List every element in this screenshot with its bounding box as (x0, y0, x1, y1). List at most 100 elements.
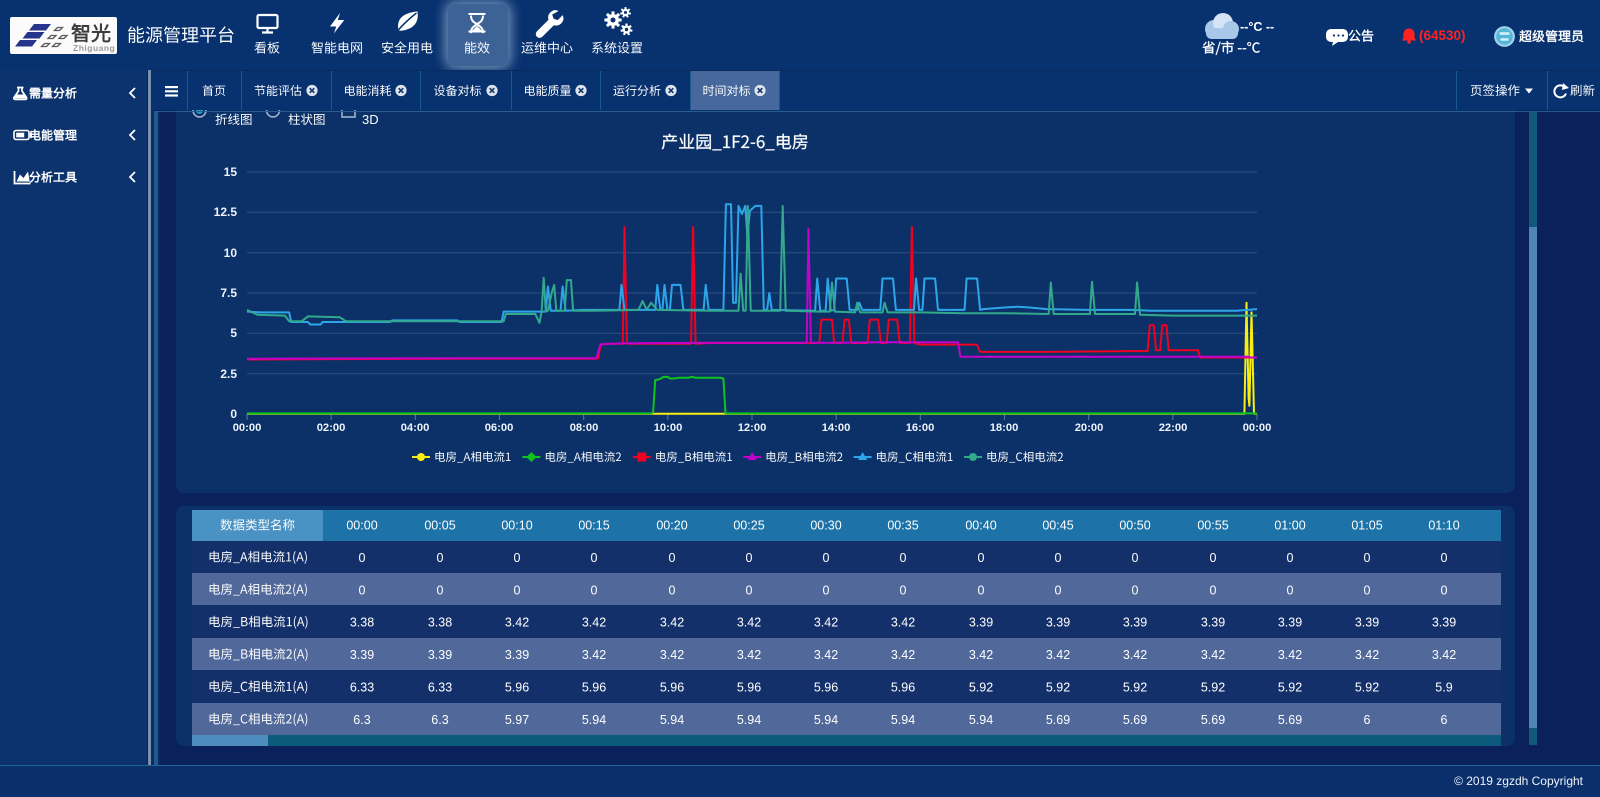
svg-text:10: 10 (224, 246, 238, 260)
svg-text:0: 0 (1132, 551, 1139, 565)
svg-text:0: 0 (823, 551, 830, 565)
svg-text:5: 5 (230, 326, 237, 340)
svg-text:3.42: 3.42 (582, 648, 606, 662)
svg-text:18:00: 18:00 (990, 422, 1019, 434)
svg-text:0: 0 (514, 583, 521, 597)
svg-text:3.39: 3.39 (1355, 616, 1379, 630)
svg-text:5.96: 5.96 (582, 681, 606, 695)
svg-text:6.3: 6.3 (353, 713, 370, 727)
svg-text:0: 0 (1210, 583, 1217, 597)
svg-text:0: 0 (591, 551, 598, 565)
svg-text:0: 0 (1132, 583, 1139, 597)
svg-text:0: 0 (1364, 551, 1371, 565)
svg-text:5.92: 5.92 (1123, 681, 1147, 695)
svg-text:5.94: 5.94 (737, 713, 761, 727)
svg-text:3.42: 3.42 (737, 616, 761, 630)
svg-text:0: 0 (359, 583, 366, 597)
svg-text:5.92: 5.92 (969, 681, 993, 695)
svg-text:5.69: 5.69 (1046, 713, 1070, 727)
svg-text:3.42: 3.42 (660, 648, 684, 662)
svg-text:3.42: 3.42 (891, 648, 915, 662)
svg-text:0: 0 (1441, 583, 1448, 597)
svg-text:3.42: 3.42 (1201, 648, 1225, 662)
svg-text:5.96: 5.96 (660, 681, 684, 695)
svg-text:5.94: 5.94 (891, 713, 915, 727)
svg-text:04:00: 04:00 (401, 422, 430, 434)
svg-text:00:35: 00:35 (887, 519, 918, 533)
svg-text:3.39: 3.39 (1278, 616, 1302, 630)
svg-text:3.39: 3.39 (428, 648, 452, 662)
svg-text:2.5: 2.5 (220, 367, 237, 381)
svg-text:0: 0 (514, 551, 521, 565)
svg-text:12:00: 12:00 (738, 422, 767, 434)
svg-text:00:00: 00:00 (233, 422, 262, 434)
svg-text:3.42: 3.42 (891, 616, 915, 630)
svg-text:3.39: 3.39 (969, 616, 993, 630)
svg-text:0: 0 (1055, 583, 1062, 597)
svg-text:3.39: 3.39 (1123, 616, 1147, 630)
svg-text:3.39: 3.39 (1201, 616, 1225, 630)
svg-text:00:30: 00:30 (810, 519, 841, 533)
svg-text:3.38: 3.38 (350, 616, 374, 630)
svg-text:5.92: 5.92 (1046, 681, 1070, 695)
svg-text:5.94: 5.94 (582, 713, 606, 727)
svg-text:3.42: 3.42 (660, 616, 684, 630)
svg-text:14:00: 14:00 (822, 422, 851, 434)
svg-text:3.39: 3.39 (505, 648, 529, 662)
svg-text:5.69: 5.69 (1123, 713, 1147, 727)
svg-text:5.92: 5.92 (1201, 681, 1225, 695)
svg-text:0: 0 (1210, 551, 1217, 565)
svg-text:3D: 3D (362, 112, 379, 127)
svg-text:3.38: 3.38 (428, 616, 452, 630)
svg-text:3.39: 3.39 (1046, 616, 1070, 630)
svg-text:5.92: 5.92 (1355, 681, 1379, 695)
svg-text:0: 0 (978, 551, 985, 565)
svg-text:0: 0 (437, 551, 444, 565)
svg-text:01:10: 01:10 (1428, 519, 1459, 533)
svg-text:00:45: 00:45 (1042, 519, 1073, 533)
svg-text:0: 0 (1364, 583, 1371, 597)
svg-text:22:00: 22:00 (1159, 422, 1188, 434)
svg-text:10:00: 10:00 (654, 422, 683, 434)
svg-text:00:15: 00:15 (578, 519, 609, 533)
svg-text:0: 0 (591, 583, 598, 597)
svg-text:01:05: 01:05 (1351, 519, 1382, 533)
svg-text:3.42: 3.42 (814, 616, 838, 630)
svg-text:5.69: 5.69 (1278, 713, 1302, 727)
svg-text:5.97: 5.97 (505, 713, 529, 727)
svg-text:00:55: 00:55 (1197, 519, 1228, 533)
svg-text:3.39: 3.39 (350, 648, 374, 662)
svg-text:0: 0 (1287, 551, 1294, 565)
svg-text:0: 0 (823, 583, 830, 597)
svg-text:15: 15 (224, 165, 238, 179)
svg-text:5.94: 5.94 (660, 713, 684, 727)
svg-text:0: 0 (1055, 551, 1062, 565)
svg-text:6: 6 (1441, 713, 1448, 727)
svg-text:0: 0 (669, 551, 676, 565)
svg-text:3.42: 3.42 (1432, 648, 1456, 662)
svg-text:3.42: 3.42 (1278, 648, 1302, 662)
svg-text:16:00: 16:00 (906, 422, 935, 434)
svg-text:5.9: 5.9 (1435, 681, 1452, 695)
svg-text:5.96: 5.96 (737, 681, 761, 695)
svg-text:0: 0 (669, 583, 676, 597)
svg-text:0: 0 (746, 583, 753, 597)
svg-text:7.5: 7.5 (220, 286, 237, 300)
svg-text:0: 0 (900, 583, 907, 597)
svg-text:06:00: 06:00 (485, 422, 514, 434)
svg-text:00:00: 00:00 (346, 519, 377, 533)
svg-text:3.42: 3.42 (969, 648, 993, 662)
svg-text:3.42: 3.42 (814, 648, 838, 662)
svg-text:5.96: 5.96 (505, 681, 529, 695)
svg-text:0: 0 (359, 551, 366, 565)
svg-text:5.96: 5.96 (891, 681, 915, 695)
svg-text:20:00: 20:00 (1075, 422, 1104, 434)
svg-text:0: 0 (978, 583, 985, 597)
svg-text:00:20: 00:20 (656, 519, 687, 533)
svg-text:0: 0 (437, 583, 444, 597)
svg-text:5.94: 5.94 (969, 713, 993, 727)
svg-text:3.39: 3.39 (1432, 616, 1456, 630)
svg-text:12.5: 12.5 (214, 205, 238, 219)
svg-text:6.33: 6.33 (350, 681, 374, 695)
svg-text:0: 0 (1441, 551, 1448, 565)
